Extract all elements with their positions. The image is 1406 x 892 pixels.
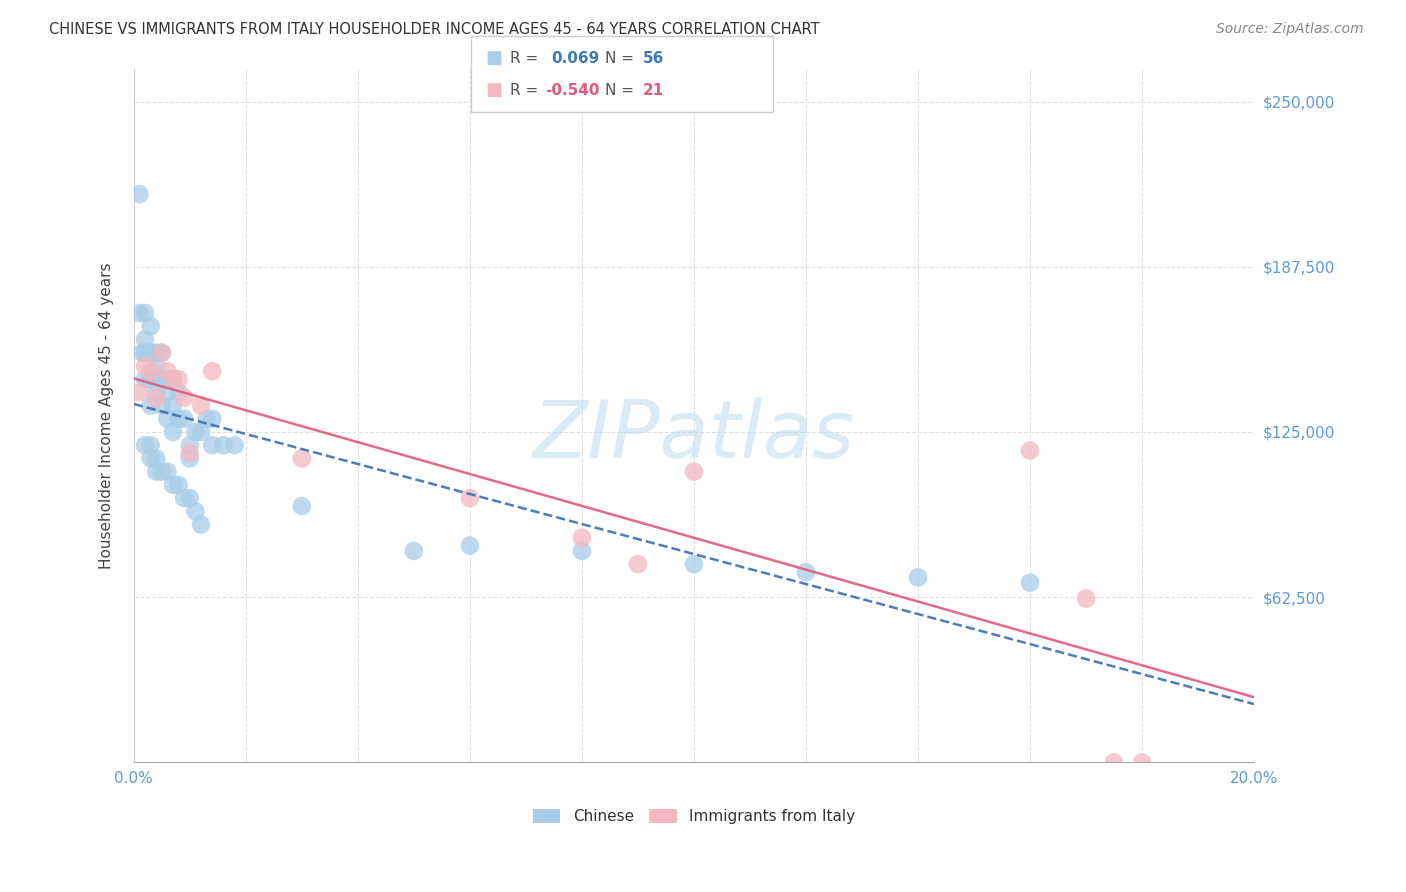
Point xyxy=(402,544,425,558)
Point xyxy=(201,438,224,452)
Point xyxy=(167,385,190,400)
Point xyxy=(683,557,706,571)
Text: Source: ZipAtlas.com: Source: ZipAtlas.com xyxy=(1216,22,1364,37)
Point xyxy=(167,372,190,386)
Point xyxy=(291,451,314,466)
Point xyxy=(139,451,162,466)
Point xyxy=(134,333,156,347)
Point xyxy=(179,491,201,505)
Point xyxy=(150,399,173,413)
Point xyxy=(128,385,150,400)
Legend: Chinese, Immigrants from Italy: Chinese, Immigrants from Italy xyxy=(533,809,855,824)
Point xyxy=(571,531,593,545)
Point xyxy=(150,465,173,479)
Point xyxy=(1019,443,1042,458)
Point xyxy=(794,565,817,579)
Point xyxy=(1102,756,1125,770)
Point xyxy=(139,364,162,378)
Point xyxy=(224,438,246,452)
Point xyxy=(212,438,235,452)
Point xyxy=(134,372,156,386)
Point xyxy=(683,465,706,479)
Text: ■: ■ xyxy=(485,49,502,68)
Point xyxy=(145,345,167,359)
Point xyxy=(190,517,212,532)
Text: 21: 21 xyxy=(643,83,664,98)
Point xyxy=(458,539,481,553)
Point xyxy=(173,491,195,505)
Point xyxy=(162,478,184,492)
Point xyxy=(162,372,184,386)
Point xyxy=(139,345,162,359)
Point xyxy=(190,399,212,413)
Point xyxy=(156,385,179,400)
Point xyxy=(201,364,224,378)
Point xyxy=(131,345,153,359)
Point xyxy=(145,391,167,405)
Text: ■: ■ xyxy=(485,81,502,99)
Point xyxy=(173,391,195,405)
Point xyxy=(134,438,156,452)
Text: CHINESE VS IMMIGRANTS FROM ITALY HOUSEHOLDER INCOME AGES 45 - 64 YEARS CORRELATI: CHINESE VS IMMIGRANTS FROM ITALY HOUSEHO… xyxy=(49,22,820,37)
Point xyxy=(156,411,179,425)
Point xyxy=(173,411,195,425)
Point xyxy=(150,345,173,359)
Point xyxy=(201,411,224,425)
Text: N =: N = xyxy=(605,51,638,66)
Point xyxy=(134,359,156,373)
Point xyxy=(150,345,173,359)
Point xyxy=(128,187,150,202)
Point xyxy=(139,319,162,334)
Point xyxy=(156,364,179,378)
Text: R =: R = xyxy=(510,83,544,98)
Point xyxy=(179,451,201,466)
Point xyxy=(145,465,167,479)
Point xyxy=(145,359,167,373)
Point xyxy=(627,557,650,571)
Point xyxy=(156,465,179,479)
Text: ZIPatlas: ZIPatlas xyxy=(533,397,855,475)
Point xyxy=(1130,756,1153,770)
Point xyxy=(571,544,593,558)
Point xyxy=(179,438,201,452)
Y-axis label: Householder Income Ages 45 - 64 years: Householder Income Ages 45 - 64 years xyxy=(100,262,114,569)
Point xyxy=(156,372,179,386)
Point xyxy=(150,372,173,386)
Text: 0.069: 0.069 xyxy=(551,51,599,66)
Point xyxy=(162,425,184,439)
Text: 56: 56 xyxy=(643,51,664,66)
Point xyxy=(134,345,156,359)
Point xyxy=(128,306,150,320)
Point xyxy=(139,399,162,413)
Text: R =: R = xyxy=(510,51,544,66)
Point xyxy=(139,438,162,452)
Point xyxy=(291,499,314,513)
Text: N =: N = xyxy=(605,83,638,98)
Point xyxy=(458,491,481,505)
Point xyxy=(184,425,207,439)
Point xyxy=(179,446,201,460)
Point xyxy=(184,504,207,518)
Point xyxy=(145,451,167,466)
Point xyxy=(162,372,184,386)
Point xyxy=(190,425,212,439)
Point xyxy=(907,570,929,584)
Point xyxy=(134,306,156,320)
Point xyxy=(167,411,190,425)
Point xyxy=(1019,575,1042,590)
Text: -0.540: -0.540 xyxy=(546,83,600,98)
Point xyxy=(167,478,190,492)
Point xyxy=(162,399,184,413)
Point xyxy=(139,372,162,386)
Point xyxy=(1074,591,1097,606)
Point xyxy=(195,411,218,425)
Point xyxy=(145,385,167,400)
